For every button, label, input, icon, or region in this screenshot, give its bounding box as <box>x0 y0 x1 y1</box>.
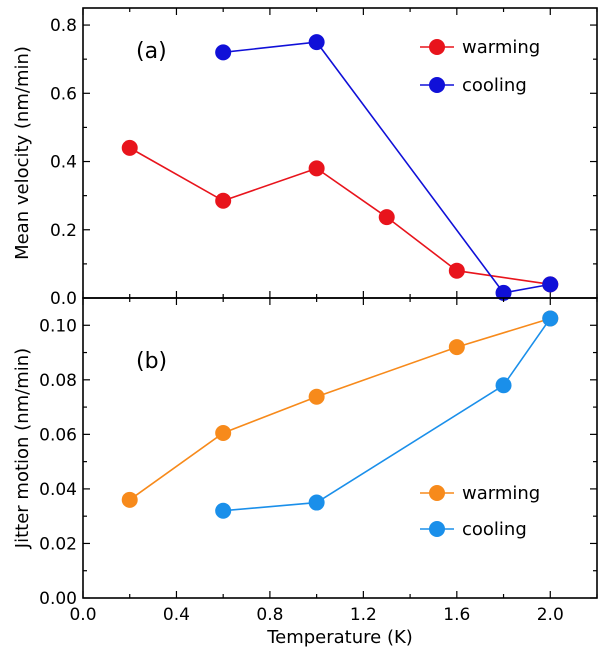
x-axis-label: Temperature (K) <box>266 627 413 648</box>
x-tick-label: 0.4 <box>163 605 190 625</box>
y-tick-label: 0.6 <box>50 84 77 104</box>
data-point <box>215 44 232 61</box>
legend-label: cooling <box>462 75 527 96</box>
legend-entry-warming: warming <box>420 483 540 504</box>
data-point <box>448 339 465 356</box>
y-axis-label: Jitter motion (nm/min) <box>12 348 33 549</box>
y-tick-label: 0.08 <box>39 371 77 391</box>
series-line <box>223 41 551 294</box>
series-line <box>129 317 551 501</box>
data-point <box>308 494 325 511</box>
x-tick-label: 1.2 <box>350 605 377 625</box>
y-tick-label: 0.04 <box>39 480 77 500</box>
legend-entry-cooling: cooling <box>420 75 527 96</box>
legend-marker <box>429 521 445 537</box>
series-warming <box>121 139 559 293</box>
series-warming <box>121 310 559 508</box>
legend-entry-cooling: cooling <box>420 519 527 540</box>
y-tick-label: 0.0 <box>50 289 77 309</box>
data-point <box>308 34 325 51</box>
data-point <box>448 262 465 279</box>
legend-label: warming <box>462 37 540 58</box>
data-point <box>542 310 559 327</box>
y-tick-label: 0.00 <box>39 589 77 609</box>
legend-marker <box>429 77 445 93</box>
legend-entry-warming: warming <box>420 37 540 58</box>
y-tick-label: 0.02 <box>39 534 77 554</box>
series-cooling <box>215 310 559 519</box>
y-tick-label: 0.10 <box>39 316 77 336</box>
panel-b: 0.00 0.02 0.04 0.06 0.08 0.10 0.0 0.4 0.8 1.2 1.6 2… <box>12 297 598 648</box>
legend-label: warming <box>462 483 540 504</box>
panel-label: (a) <box>136 39 167 64</box>
x-tick-label: 0.8 <box>256 605 283 625</box>
x-tick-label: 0.0 <box>69 605 96 625</box>
legend-marker <box>429 39 445 55</box>
series-line <box>223 317 551 512</box>
data-point <box>215 192 232 209</box>
x-tick-label: 1.6 <box>443 605 470 625</box>
data-point <box>308 160 325 177</box>
y-tick-label: 0.4 <box>50 153 77 173</box>
data-point <box>495 284 512 301</box>
data-point <box>121 139 138 156</box>
data-point <box>215 425 232 441</box>
plot-frame <box>82 297 598 599</box>
y-tick-label: 0.06 <box>39 425 77 445</box>
data-point <box>378 209 395 226</box>
data-point <box>215 502 232 519</box>
y-tick-label: 0.8 <box>50 16 77 36</box>
y-tick-label: 0.2 <box>50 221 77 241</box>
y-axis-label: Mean velocity (nm/min) <box>12 46 33 260</box>
data-point <box>495 377 512 394</box>
panel-label: (b) <box>136 349 167 374</box>
series-cooling <box>215 34 559 301</box>
data-point <box>121 491 138 508</box>
panel-a: 0.0 0.2 0.4 0.6 0.8 Mean velocity (nm/min) (a)… <box>12 7 598 309</box>
data-point <box>542 276 559 293</box>
series-line <box>129 147 551 286</box>
x-tick-label: 2.0 <box>537 605 564 625</box>
data-point <box>308 388 325 405</box>
legend-label: cooling <box>462 519 527 540</box>
legend-marker <box>429 485 445 501</box>
